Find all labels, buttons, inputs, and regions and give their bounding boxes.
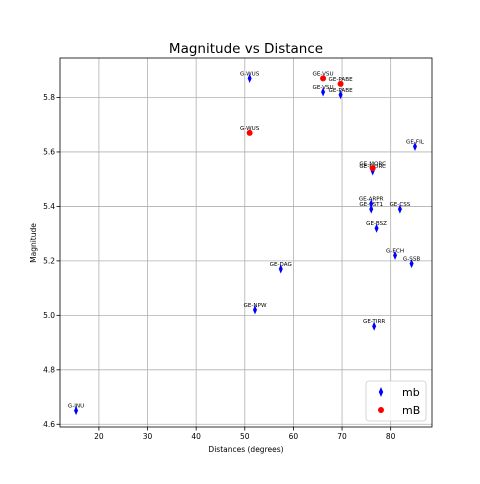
x-tick-label: 70 — [337, 432, 347, 441]
mb-point — [372, 321, 377, 331]
legend: mb mB — [365, 380, 427, 422]
mB-point-label: G-WUS — [240, 126, 260, 132]
mb-point — [369, 199, 374, 209]
data-points — [74, 73, 417, 416]
mB-point — [320, 75, 327, 82]
mb-point-label: GE-NPW — [244, 303, 267, 309]
x-tick-label: 40 — [191, 432, 201, 441]
mb-point — [409, 259, 414, 269]
mb-point — [393, 250, 398, 260]
y-tick-label: 5.4 — [43, 202, 55, 211]
x-tick-label: 60 — [289, 432, 299, 441]
mB-point — [246, 129, 253, 136]
x-axis-label: Distances (degrees) — [208, 445, 283, 454]
mb-point — [374, 223, 379, 233]
mb-point — [369, 204, 374, 214]
y-tick-label: 4.6 — [43, 420, 55, 429]
mB-point — [337, 80, 344, 87]
mb-point — [278, 264, 283, 274]
y-axis-label: Magnitude — [29, 223, 38, 263]
mB-point-label: GE-VSU — [313, 71, 334, 77]
mb-point — [321, 87, 326, 97]
y-tick-label: 5.2 — [43, 257, 55, 266]
mb-point-label: GE-PABE — [329, 88, 354, 94]
x-tick-label: 80 — [386, 432, 396, 441]
mb-point — [247, 73, 252, 83]
y-tick-label: 5.8 — [43, 93, 55, 102]
y-tick-label: 5.0 — [43, 311, 55, 320]
legend-mb-label: mb — [402, 386, 420, 399]
legend-mB-marker — [378, 407, 384, 413]
legend-mb-marker — [378, 387, 384, 397]
axis-ticks: 20 30 40 50 60 70 80 4.6 4.8 5.0 5.2 5.4 5.6 5.8 — [43, 93, 396, 441]
plot-frame — [59, 57, 433, 428]
mb-point — [338, 90, 343, 100]
mb-point — [397, 204, 402, 214]
mb-point-label: GE-FIL — [406, 140, 425, 146]
x-tick-label: 30 — [143, 432, 153, 441]
mb-point — [74, 406, 79, 416]
mb-point — [252, 305, 257, 315]
x-tick-label: 20 — [94, 432, 104, 441]
grid — [60, 58, 432, 427]
legend-mB-label: mB — [402, 404, 420, 417]
mB-point-label: GE-PABE — [329, 77, 354, 83]
mb-point — [412, 142, 417, 152]
x-tick-label: 50 — [240, 432, 250, 441]
y-tick-label: 5.6 — [43, 148, 55, 157]
mB-point — [369, 165, 376, 172]
y-tick-label: 4.8 — [43, 366, 55, 375]
mB-point-label: GE-MORC — [359, 161, 386, 167]
chart-title: Magnitude vs Distance — [169, 41, 323, 57]
